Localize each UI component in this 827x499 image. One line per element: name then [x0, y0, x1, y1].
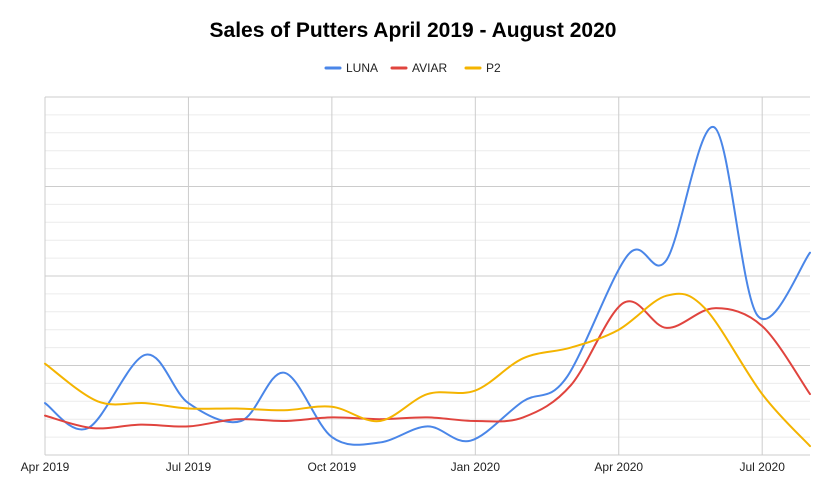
series-lines	[44, 126, 811, 448]
legend-label: LUNA	[346, 61, 378, 75]
x-tick-label: Jan 2020	[451, 460, 501, 474]
legend-label: P2	[486, 61, 501, 75]
x-tick-label: Jul 2020	[740, 460, 786, 474]
gridlines	[44, 96, 810, 456]
legend: LUNA AVIAR P2	[324, 61, 501, 75]
series-line-p2	[44, 292, 811, 448]
x-tick-label: Jul 2019	[166, 460, 212, 474]
x-tick-label: Oct 2019	[308, 460, 357, 474]
legend-label: AVIAR	[412, 61, 447, 75]
x-axis-ticks: Apr 2019 Jul 2019 Oct 2019 Jan 2020 Apr 2020…	[21, 460, 786, 474]
chart-title: Sales of Putters April 2019 - August 202…	[210, 19, 617, 42]
series-line-aviar	[44, 300, 811, 430]
series-line-luna	[44, 126, 811, 446]
x-tick-label: Apr 2019	[21, 460, 70, 474]
x-tick-label: Apr 2020	[594, 460, 643, 474]
